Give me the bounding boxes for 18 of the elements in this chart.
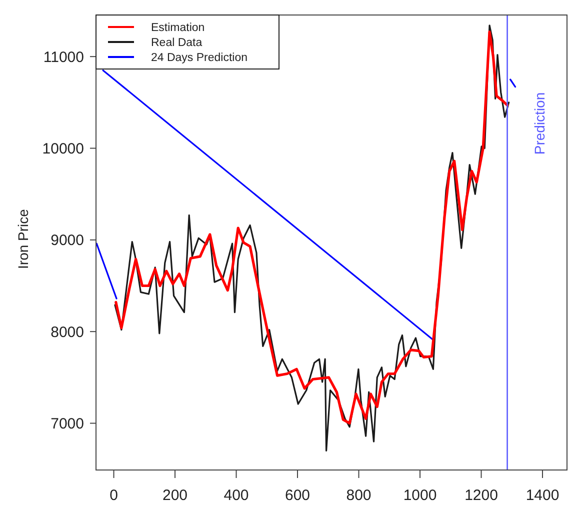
- x-tick-label: 0: [110, 487, 118, 504]
- x-tick-label: 600: [284, 487, 310, 504]
- legend-label: Real Data: [151, 37, 203, 50]
- ref-line-label: Prediction: [531, 92, 548, 155]
- y-tick-label: 8000: [50, 324, 84, 341]
- y-tick-label: 10000: [42, 140, 84, 158]
- y-tick-label: 9000: [50, 232, 84, 250]
- x-tick-label: 800: [346, 487, 372, 504]
- y-tick-label: 7000: [50, 416, 84, 432]
- legend-label: 24 Days Prediction: [151, 52, 248, 64]
- legend-label: Estimation: [151, 22, 205, 34]
- y-tick-label: 11000: [43, 48, 84, 66]
- y-axis-title: Iron Price: [15, 208, 31, 269]
- x-tick-label: 1000: [403, 487, 437, 504]
- x-tick-label: 200: [162, 487, 188, 504]
- x-tick-label: 400: [224, 487, 249, 504]
- x-tick-label: 1400: [526, 487, 560, 504]
- x-tick-label: 1200: [464, 487, 498, 504]
